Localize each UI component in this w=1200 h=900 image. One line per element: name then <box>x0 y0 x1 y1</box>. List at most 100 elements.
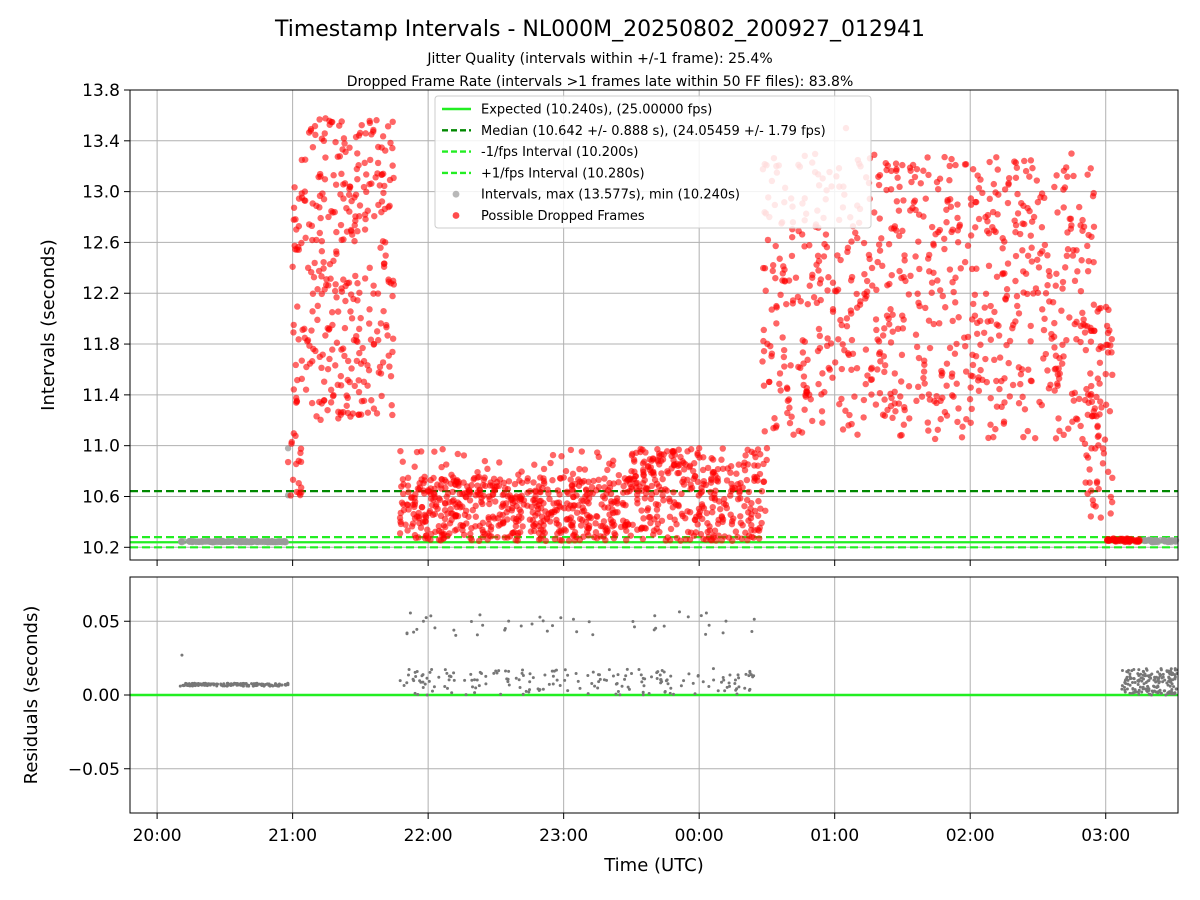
dropped-frame-point <box>1090 223 1098 230</box>
residual-point <box>596 686 600 690</box>
dropped-frame-point <box>328 309 336 316</box>
dropped-frame-point <box>934 185 942 193</box>
dropped-frame-point <box>642 525 649 532</box>
dropped-frame-point <box>765 378 773 386</box>
dropped-frame-point <box>779 270 786 277</box>
dropped-frame-point <box>1063 336 1070 344</box>
dropped-frame-point <box>772 274 779 282</box>
dropped-frame-point <box>744 446 751 454</box>
dropped-frame-point <box>448 516 455 524</box>
dropped-frame-point <box>898 431 905 439</box>
residual-point <box>590 681 594 685</box>
residual-point <box>412 630 416 634</box>
residual-point <box>1139 672 1143 676</box>
dropped-frame-point <box>494 533 501 541</box>
dropped-frame-point <box>654 520 662 528</box>
dropped-frame-point <box>986 158 993 166</box>
dropped-frame-point <box>1087 165 1094 172</box>
dropped-frame-point <box>762 507 769 514</box>
residual-point <box>1141 685 1145 689</box>
residual-point <box>597 680 601 684</box>
dropped-frame-point <box>901 257 908 264</box>
dropped-frame-point <box>604 466 611 474</box>
dropped-frame-point <box>427 476 434 484</box>
dropped-frame-point <box>611 498 618 506</box>
residual-point <box>469 672 473 676</box>
dropped-frame-point <box>972 224 979 231</box>
dropped-frame-point <box>558 453 565 460</box>
dropped-frame-point <box>318 273 325 280</box>
dropped-frame-point <box>1031 434 1039 442</box>
dropped-frame-point <box>1025 366 1032 373</box>
dropped-frame-point <box>952 299 959 306</box>
residual-point <box>276 684 280 688</box>
dropped-frame-point <box>314 302 321 310</box>
dropped-frame-point <box>306 342 313 349</box>
dropped-frame-point <box>384 332 391 339</box>
residual-point <box>647 691 651 695</box>
dropped-frame-point <box>883 166 890 174</box>
dropped-frame-point <box>350 336 358 344</box>
dropped-frame-point <box>760 382 768 389</box>
dropped-frame-point <box>912 331 920 338</box>
intervals-y-tick-label: 13.8 <box>82 81 120 101</box>
dropped-frame-point <box>1015 364 1023 371</box>
dropped-frame-point <box>1126 537 1133 545</box>
dropped-frame-point <box>1026 173 1033 180</box>
dropped-frame-point <box>769 262 777 269</box>
dropped-frame-point <box>360 378 368 386</box>
residual-point <box>747 674 751 678</box>
residual-point <box>699 614 703 618</box>
dropped-frame-point <box>875 338 883 345</box>
dropped-frame-point <box>512 518 520 525</box>
dropped-frame-point <box>356 349 363 357</box>
dropped-frame-point <box>437 512 445 520</box>
dropped-frame-point <box>839 341 846 348</box>
dropped-frame-point <box>1036 398 1043 406</box>
dropped-frame-point <box>443 461 450 468</box>
x-axis-label: Time (UTC) <box>603 855 704 876</box>
residual-point <box>627 687 631 691</box>
dropped-frame-point <box>892 160 900 167</box>
residual-point <box>190 682 194 686</box>
dropped-frame-point <box>943 412 951 419</box>
dropped-frame-point <box>478 498 485 506</box>
residual-point <box>469 619 473 623</box>
intervals-y-tick-label: 10.2 <box>82 538 120 558</box>
dropped-frame-point <box>692 473 699 480</box>
dropped-frame-point <box>1071 389 1079 397</box>
dropped-frame-point <box>537 519 545 526</box>
residual-point <box>735 692 739 696</box>
dropped-frame-point <box>868 364 875 372</box>
dropped-frame-point <box>860 414 867 421</box>
dropped-frame-point <box>862 380 869 388</box>
dropped-frame-point <box>589 490 596 497</box>
residual-point <box>478 670 482 674</box>
residual-point <box>586 673 590 677</box>
dropped-frame-point <box>379 133 387 140</box>
dropped-frame-point <box>297 484 305 491</box>
chart-title: Timestamp Intervals - NL000M_20250802_20… <box>274 17 925 42</box>
dropped-frame-point <box>632 473 639 480</box>
dropped-frame-point <box>737 513 744 520</box>
dropped-frame-point <box>301 197 309 204</box>
dropped-frame-point <box>975 215 983 223</box>
residual-point <box>574 672 578 676</box>
dropped-frame-point <box>1035 264 1043 271</box>
residual-point <box>497 669 501 673</box>
dropped-frame-point <box>565 505 572 512</box>
dropped-frame-point <box>992 189 999 196</box>
dropped-frame-point <box>326 325 333 332</box>
dropped-frame-point <box>344 376 351 384</box>
dropped-frame-point <box>1094 423 1101 431</box>
dropped-frame-point <box>1054 380 1061 387</box>
residual-point <box>470 678 474 682</box>
dropped-frame-point <box>405 488 412 496</box>
dropped-frame-point <box>351 382 358 390</box>
dropped-frame-point <box>563 500 571 507</box>
dropped-frame-point <box>835 336 842 343</box>
legend-entry-label: +1/fps Interval (10.280s) <box>481 166 645 181</box>
dropped-frame-point <box>839 426 847 433</box>
dropped-frame-point <box>1069 252 1077 259</box>
residual-point <box>668 691 672 695</box>
